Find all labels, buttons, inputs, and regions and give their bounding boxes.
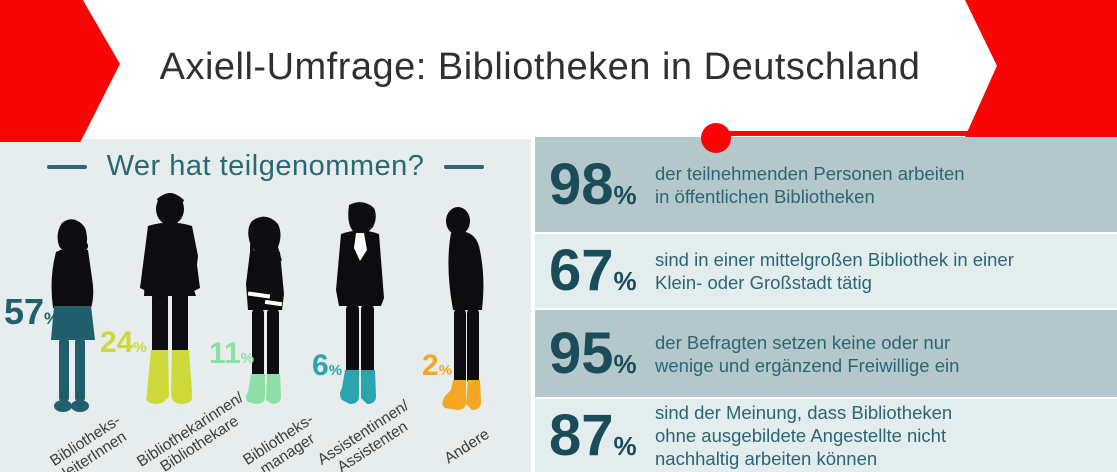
- percent-sign: %: [613, 179, 637, 210]
- title-dash-right: [444, 164, 485, 169]
- percent-sign: %: [240, 350, 255, 367]
- percentage-value: 2: [422, 349, 439, 382]
- stat-text: der Befragten setzen keine oder nur weni…: [655, 331, 960, 376]
- red-connector-dot: [701, 123, 731, 153]
- stat-number: 87%: [549, 402, 637, 468]
- percentage-librarians: 24%: [100, 328, 147, 358]
- percent-sign: %: [328, 362, 343, 379]
- stat-row-public-libraries: 98% der teilnehmenden Personen arbeiten …: [535, 137, 1117, 232]
- percentage-librarian-directors: 57%: [4, 294, 59, 330]
- participants-title: Wer hat teilgenommen?: [106, 150, 425, 182]
- percent-sign: %: [133, 339, 147, 356]
- librarian-silhouette-icon: [140, 193, 200, 404]
- percent-sign: %: [613, 348, 637, 379]
- percent-sign: %: [438, 362, 453, 379]
- stat-text: sind der Meinung, dass Bibliotheken ohne…: [655, 402, 953, 469]
- library-manager-silhouette-icon: [246, 216, 284, 404]
- stat-row-volunteers: 95% der Befragten setzen keine oder nur …: [535, 310, 1117, 397]
- stat-number: 98%: [549, 151, 637, 217]
- percentage-others: 2%: [422, 351, 452, 381]
- percentage-value: 11: [209, 337, 241, 370]
- red-chevron-right-decoration: [965, 0, 1117, 137]
- red-connector-line: [716, 131, 1117, 136]
- page-title: Axiell-Umfrage: Bibliotheken in Deutschl…: [159, 46, 921, 88]
- stat-text: der teilnehmenden Personen arbeiten in ö…: [655, 162, 965, 207]
- percentage-library-managers: 11%: [209, 339, 254, 369]
- title-dash-left: [46, 164, 87, 169]
- percent-sign: %: [613, 430, 637, 461]
- librarian-director-silhouette-icon: [51, 219, 95, 412]
- percent-sign: %: [613, 266, 637, 296]
- percent-sign: %: [44, 309, 60, 328]
- red-chevron-left-decoration: [0, 0, 120, 142]
- percentage-value: 6: [312, 349, 329, 382]
- stat-number: 67%: [549, 238, 637, 303]
- participants-title-row: Wer hat teilgenommen?: [0, 150, 531, 183]
- other-person-silhouette-icon: [442, 207, 484, 410]
- stat-text: sind in einer mittelgroßen Bibliothek in…: [655, 249, 1014, 293]
- percentage-assistants: 6%: [312, 351, 342, 381]
- percentage-value: 57: [4, 291, 45, 332]
- stat-number: 95%: [549, 320, 637, 386]
- assistant-silhouette-icon: [336, 202, 384, 404]
- stat-row-mid-size-library: 67% sind in einer mittelgroßen Bibliothe…: [535, 234, 1117, 308]
- percentage-value: 24: [100, 326, 134, 359]
- stat-row-trained-staff: 87% sind der Meinung, dass Bibliotheken …: [535, 399, 1117, 472]
